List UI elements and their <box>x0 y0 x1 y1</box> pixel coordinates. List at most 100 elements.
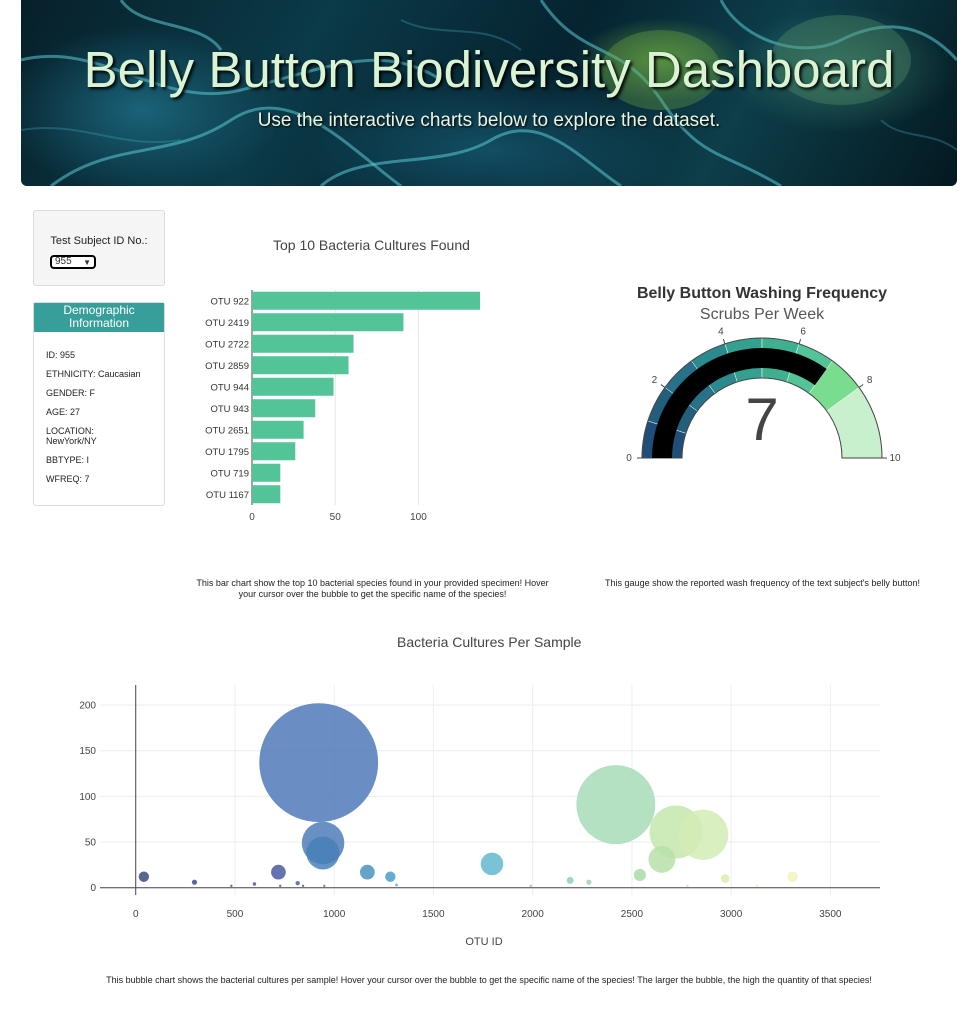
bubble-x-tick-label: 2000 <box>522 909 545 920</box>
bar-y-tick-label: OTU 944 <box>210 382 249 393</box>
bubble-chart-title: Bacteria Cultures Per Sample <box>397 634 582 650</box>
bubble-point[interactable] <box>191 879 198 885</box>
bubble-x-tick-label: 1000 <box>323 909 346 920</box>
bar-otu-922[interactable] <box>252 291 480 310</box>
bubble-y-tick-label: 200 <box>79 701 96 712</box>
bubble-x-tick-label: 0 <box>133 909 139 920</box>
demo-wfreq: WFREQ: 7 <box>46 474 90 484</box>
bar-otu-2651[interactable] <box>252 420 304 439</box>
bubble-point[interactable] <box>359 864 375 880</box>
gauge-tick-label: 6 <box>800 327 806 338</box>
wash-frequency-gauge[interactable]: Belly Button Washing Frequency Scrubs Pe… <box>602 280 922 480</box>
bar-x-tick-label: 50 <box>330 512 342 523</box>
subject-selector-card: Test Subject ID No.: 955 ▼ <box>33 210 165 286</box>
bar-otu-719[interactable] <box>252 463 281 482</box>
bubble-point[interactable] <box>385 871 396 882</box>
page-title: Belly Button Biodiversity Dashboard <box>83 41 895 98</box>
bubble-point[interactable] <box>678 809 729 860</box>
bubble-point[interactable] <box>633 868 646 881</box>
bubble-point[interactable] <box>295 880 300 886</box>
gauge-tick-label: 2 <box>652 375 658 386</box>
subject-id-dropdown[interactable]: 955 ▼ <box>50 255 96 269</box>
bar-y-tick-label: OTU 943 <box>210 404 249 415</box>
demo-gender: GENDER: F <box>46 388 96 398</box>
demographic-info-header: Demographic Information <box>34 303 164 332</box>
bubble-point[interactable] <box>576 765 656 845</box>
bubble-point[interactable] <box>306 836 340 870</box>
demo-location: LOCATION: NewYork/NY <box>46 426 97 446</box>
demo-bbtype: BBTYPE: I <box>46 455 90 465</box>
bar-otu-2722[interactable] <box>252 334 354 353</box>
demographic-info-body: ID: 955 ETHNICITY: Caucasian GENDER: F A… <box>34 332 164 484</box>
bubble-x-tick-label: 1500 <box>422 909 445 920</box>
gauge-tick-label: 0 <box>626 453 632 464</box>
bubble-point[interactable] <box>648 845 676 873</box>
bacteria-background-image <box>21 0 957 186</box>
bar-y-tick-label: OTU 719 <box>210 468 249 479</box>
demographic-info-panel: Demographic Information ID: 955 ETHNICIT… <box>33 302 165 506</box>
gauge-value: 7 <box>745 386 778 453</box>
header-banner: Belly Button Biodiversity Dashboard Use … <box>21 0 957 186</box>
gauge-tick <box>798 338 802 345</box>
page-subtitle: Use the interactive charts below to expl… <box>257 110 721 131</box>
bubble-point[interactable] <box>271 864 286 880</box>
bubble-point[interactable] <box>301 884 305 888</box>
bar-chart-caption: This bar chart show the top 10 bacterial… <box>196 578 549 599</box>
bar-otu-2419[interactable] <box>252 313 404 332</box>
bar-y-tick-label: OTU 2419 <box>205 318 249 329</box>
gauge-tick-label: 4 <box>718 327 724 338</box>
bar-x-tick-label: 100 <box>410 512 427 523</box>
bubble-x-tick-label: 500 <box>227 909 244 920</box>
bubble-point[interactable] <box>259 703 379 823</box>
bubble-x-axis-label: OTU ID <box>465 936 502 948</box>
bar-y-tick-label: OTU 2722 <box>205 339 249 350</box>
gauge-tick <box>722 338 726 345</box>
bar-otu-944[interactable] <box>252 377 334 396</box>
bubble-point[interactable] <box>480 852 504 876</box>
bubble-y-tick-label: 50 <box>85 838 97 849</box>
bubble-point[interactable] <box>755 884 759 888</box>
bacteria-bubble-chart[interactable]: 0 500 1000 1500 2000 2500 3000 3500 0 50 100 150 200… <box>60 675 940 955</box>
gauge-tick-label: 8 <box>867 375 873 386</box>
gauge-caption: This gauge show the reported wash freque… <box>605 578 920 588</box>
bar-chart-title: Top 10 Bacteria Cultures Found <box>273 237 470 253</box>
bar-otu-1795[interactable] <box>252 442 296 461</box>
bar-y-tick-label: OTU 1167 <box>206 490 249 501</box>
demo-ethnicity: ETHNICITY: Caucasian <box>46 369 141 379</box>
bubble-point[interactable] <box>586 879 592 885</box>
bubble-point[interactable] <box>686 884 689 888</box>
bar-y-tick-label: OTU 2859 <box>205 361 249 372</box>
subject-selector-label: Test Subject ID No.: <box>50 235 148 247</box>
bar-y-tick-label: OTU 1795 <box>205 447 249 458</box>
bar-y-tick-label: OTU 922 <box>210 296 249 307</box>
gauge-subtitle: Scrubs Per Week <box>700 306 825 323</box>
gauge-tick <box>660 384 666 388</box>
bubble-point[interactable] <box>395 883 398 887</box>
bubble-point[interactable] <box>529 884 532 888</box>
bubble-point[interactable] <box>566 876 574 884</box>
bubble-point[interactable] <box>230 884 233 888</box>
gauge-tick <box>858 384 864 388</box>
bubble-x-tick-label: 3000 <box>720 909 743 920</box>
gauge-tick-label: 10 <box>889 453 901 464</box>
bar-otu-1167[interactable] <box>252 485 281 504</box>
gauge-outline <box>641 337 883 459</box>
bubble-x-tick-label: 3500 <box>819 909 842 920</box>
bubble-x-tick-label: 2500 <box>621 909 644 920</box>
bubble-point[interactable] <box>787 871 798 882</box>
bar-otu-2859[interactable] <box>252 356 349 375</box>
chevron-down-icon: ▼ <box>83 258 91 267</box>
bar-x-tick-label: 0 <box>249 512 255 523</box>
bubble-point[interactable] <box>323 884 326 888</box>
bubble-point[interactable] <box>720 874 730 883</box>
bubble-point[interactable] <box>279 884 282 888</box>
bubble-point[interactable] <box>138 871 150 882</box>
bar-otu-943[interactable] <box>252 399 316 418</box>
bubble-y-tick-label: 100 <box>79 792 96 803</box>
bubble-chart-caption: This bubble chart shows the bacterial cu… <box>106 975 872 985</box>
bubble-point[interactable] <box>252 882 257 886</box>
gauge-value-bar[interactable] <box>652 348 827 458</box>
top10-bar-chart[interactable]: 0 50 100 OTU 922 OTU 2419 OTU 2722 OTU 2859 OTU… <box>195 280 515 550</box>
demo-id: ID: 955 <box>46 350 76 360</box>
bubble-y-tick-label: 150 <box>79 746 96 757</box>
